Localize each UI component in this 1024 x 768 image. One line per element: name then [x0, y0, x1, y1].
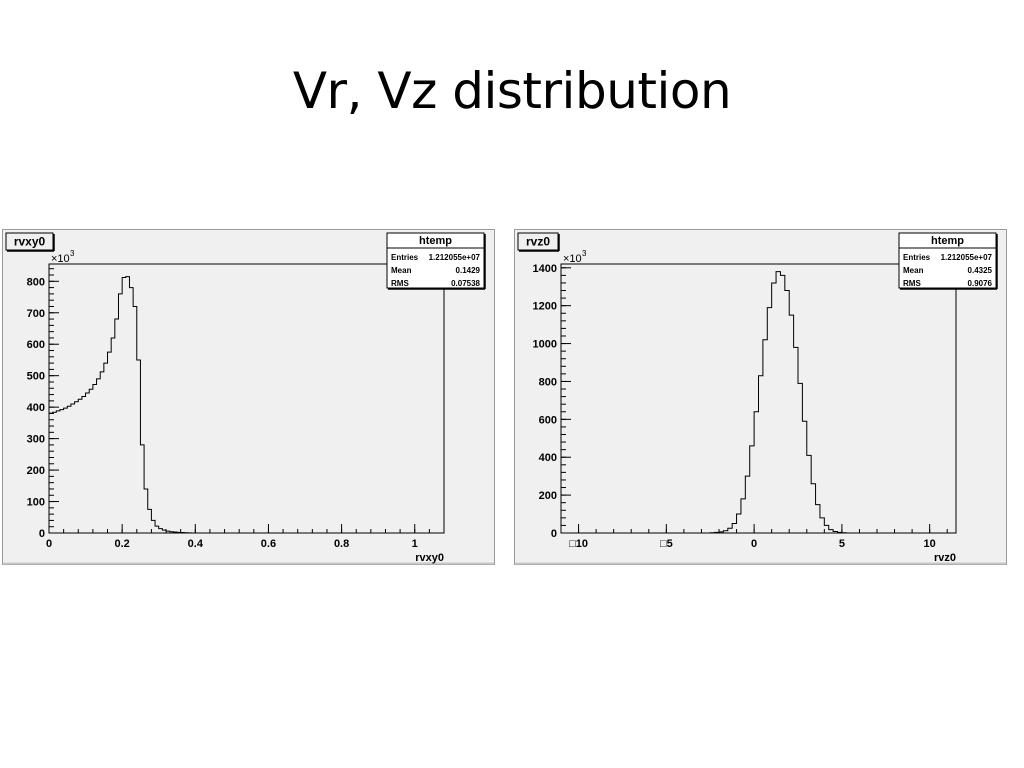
y-tick-label: 700 [27, 308, 45, 320]
y-tick-label: 300 [27, 434, 45, 446]
title-box [5, 232, 54, 251]
y-tick-label: 800 [539, 376, 557, 388]
y-tick-label: 800 [27, 276, 45, 288]
y-tick-label: 200 [27, 465, 45, 477]
stats-title: htemp [419, 235, 452, 247]
plot-frame [560, 263, 957, 534]
stats-value: 0.9076 [968, 279, 993, 288]
x-tick-label: 5 [839, 538, 845, 550]
stats-value: 1.212055e+07 [429, 253, 481, 262]
x-tick-label: 0.8 [334, 538, 349, 550]
histogram-line-rvxy0 [48, 276, 196, 534]
y-tick-label: 200 [539, 490, 557, 502]
y-tick-label: 0 [39, 528, 45, 540]
histogram-line-rvz0 [709, 271, 851, 534]
histogram-canvas-rvxy0: 0 0.2 0.4 0.6 0.8 1 0 100 200 300 400 500 600 700 800 ×… [2, 229, 495, 565]
stats-box [898, 232, 997, 289]
x-tick-label: 10 [924, 538, 936, 550]
y-axis-multiplier-exponent: 3 [70, 249, 75, 258]
plot-frame [48, 263, 445, 534]
x-tick-label: 0 [46, 538, 52, 550]
title-box [517, 232, 559, 251]
x-axis-title: rvz0 [934, 552, 956, 564]
histogram-rvxy0-svg: 0 0.2 0.4 0.6 0.8 1 0 100 200 300 400 500 600 700 800 ×… [2, 229, 495, 565]
y-tick-label: 400 [27, 402, 45, 414]
y-tick-label: 1000 [533, 339, 557, 351]
stats-label: Mean [391, 266, 412, 275]
y-tick-label: 1400 [533, 263, 557, 275]
y-tick-label: 500 [27, 371, 45, 383]
stats-label: Mean [903, 266, 924, 275]
x-tick-label: 0.6 [261, 538, 276, 550]
stats-value: 0.1429 [456, 266, 481, 275]
x-tick-label: 0 [751, 538, 757, 550]
x-tick-label: 0.4 [188, 538, 204, 550]
y-tick-label: 600 [539, 414, 557, 426]
y-axis-multiplier-exponent: 3 [582, 249, 587, 258]
y-tick-label: 0 [551, 528, 557, 540]
histogram-rvz0-svg: □10 □5 0 5 10 0 200 400 600 800 1000 1200 1400 ×10 3 rv… [514, 229, 1007, 565]
x-tick-label: □10 [569, 538, 588, 550]
histogram-title: rvz0 [526, 235, 550, 249]
y-tick-label: 400 [539, 452, 557, 464]
y-axis-multiplier: ×10 [563, 253, 582, 265]
x-tick-label: □5 [660, 538, 673, 550]
y-axis-multiplier: ×10 [51, 253, 70, 265]
x-tick-label: 1 [412, 538, 418, 550]
stats-value: 1.212055e+07 [941, 253, 993, 262]
x-axis-title: rvxy0 [415, 552, 444, 564]
histogram-title: rvxy0 [14, 235, 46, 249]
stats-value: 0.4325 [968, 266, 993, 275]
y-tick-label: 1200 [533, 301, 557, 313]
histogram-canvas-rvz0: □10 □5 0 5 10 0 200 400 600 800 1000 1200 1400 ×10 3 rv… [514, 229, 1007, 565]
stats-title: htemp [931, 235, 964, 247]
stats-box [386, 232, 485, 289]
y-tick-label: 100 [27, 497, 45, 509]
y-tick-label: 600 [27, 339, 45, 351]
x-tick-label: 0.2 [114, 538, 129, 550]
slide-title: Vr, Vz distribution [292, 62, 732, 120]
stats-label: Entries [391, 253, 419, 262]
stats-label: Entries [903, 253, 931, 262]
stats-label: RMS [903, 279, 921, 288]
stats-label: RMS [391, 279, 409, 288]
stats-value: 0.07538 [451, 279, 480, 288]
